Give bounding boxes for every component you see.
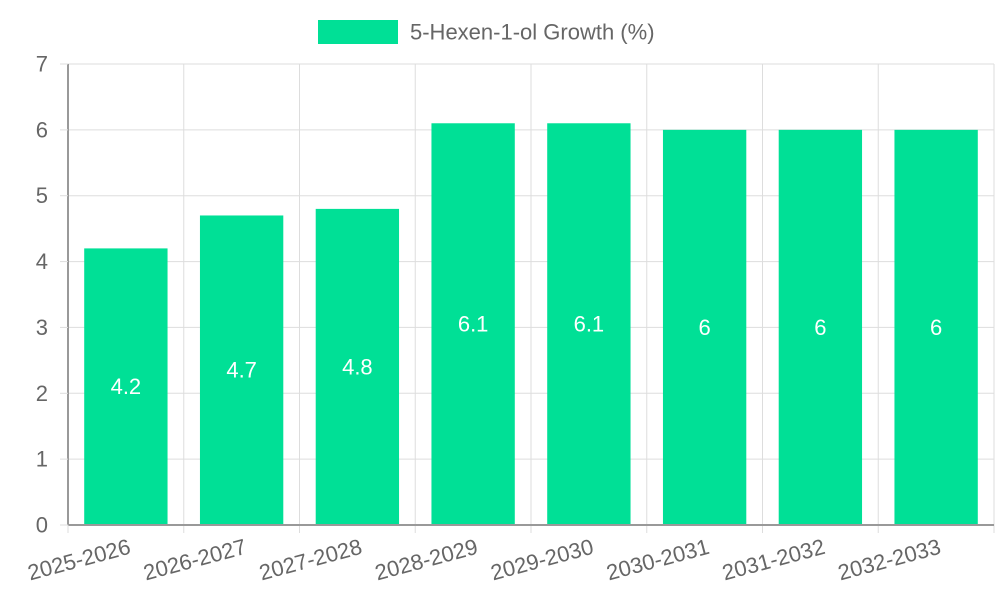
- x-axis-ticks: 2025-2026 2026-2027 2027-2028 2028-2029 2029…: [25, 534, 943, 585]
- x-tick-label: 2026-2027: [141, 534, 249, 585]
- x-tick-label: 2031-2032: [720, 534, 828, 585]
- bar[interactable]: [894, 129, 978, 525]
- data-labels: 4.2 4.7 4.8 6.1 6.1 6 6 6: [111, 312, 943, 400]
- x-tick-label: 2030-2031: [604, 534, 712, 585]
- y-tick-label: 7: [36, 52, 48, 77]
- y-tick-label: 5: [36, 183, 48, 208]
- x-tick-label: 2027-2028: [257, 534, 365, 585]
- data-label: 4.8: [342, 354, 373, 379]
- x-tick-label: 2032-2033: [835, 534, 943, 585]
- bar[interactable]: [84, 248, 168, 525]
- y-tick-label: 0: [36, 513, 48, 538]
- data-label: 6.1: [458, 312, 489, 337]
- y-axis-ticks: 0 1 2 3 4 5 6 7: [36, 52, 68, 538]
- data-label: 4.7: [226, 358, 257, 383]
- legend-swatch: [318, 20, 398, 44]
- data-label: 6: [930, 315, 942, 340]
- bar[interactable]: [199, 215, 284, 525]
- y-tick-label: 2: [36, 381, 48, 406]
- data-label: 6: [699, 315, 711, 340]
- y-tick-label: 6: [36, 117, 48, 142]
- bar[interactable]: [547, 123, 631, 526]
- y-tick-label: 1: [36, 447, 48, 472]
- data-label: 6.1: [574, 312, 605, 337]
- bar[interactable]: [315, 208, 400, 525]
- x-tick-label: 2025-2026: [25, 534, 133, 585]
- data-label: 4.2: [111, 374, 142, 399]
- axes: [67, 64, 994, 533]
- bar[interactable]: [431, 123, 515, 526]
- y-tick-label: 3: [36, 315, 48, 340]
- y-tick-label: 4: [36, 249, 48, 274]
- legend-label: 5-Hexen-1-ol Growth (%): [410, 20, 655, 45]
- bars: [84, 123, 978, 526]
- data-label: 6: [814, 315, 826, 340]
- bar[interactable]: [778, 129, 863, 525]
- x-tick-label: 2028-2029: [372, 534, 480, 585]
- x-tick-label: 2029-2030: [488, 534, 596, 585]
- bar[interactable]: [662, 129, 747, 525]
- legend[interactable]: 5-Hexen-1-ol Growth (%): [318, 20, 655, 45]
